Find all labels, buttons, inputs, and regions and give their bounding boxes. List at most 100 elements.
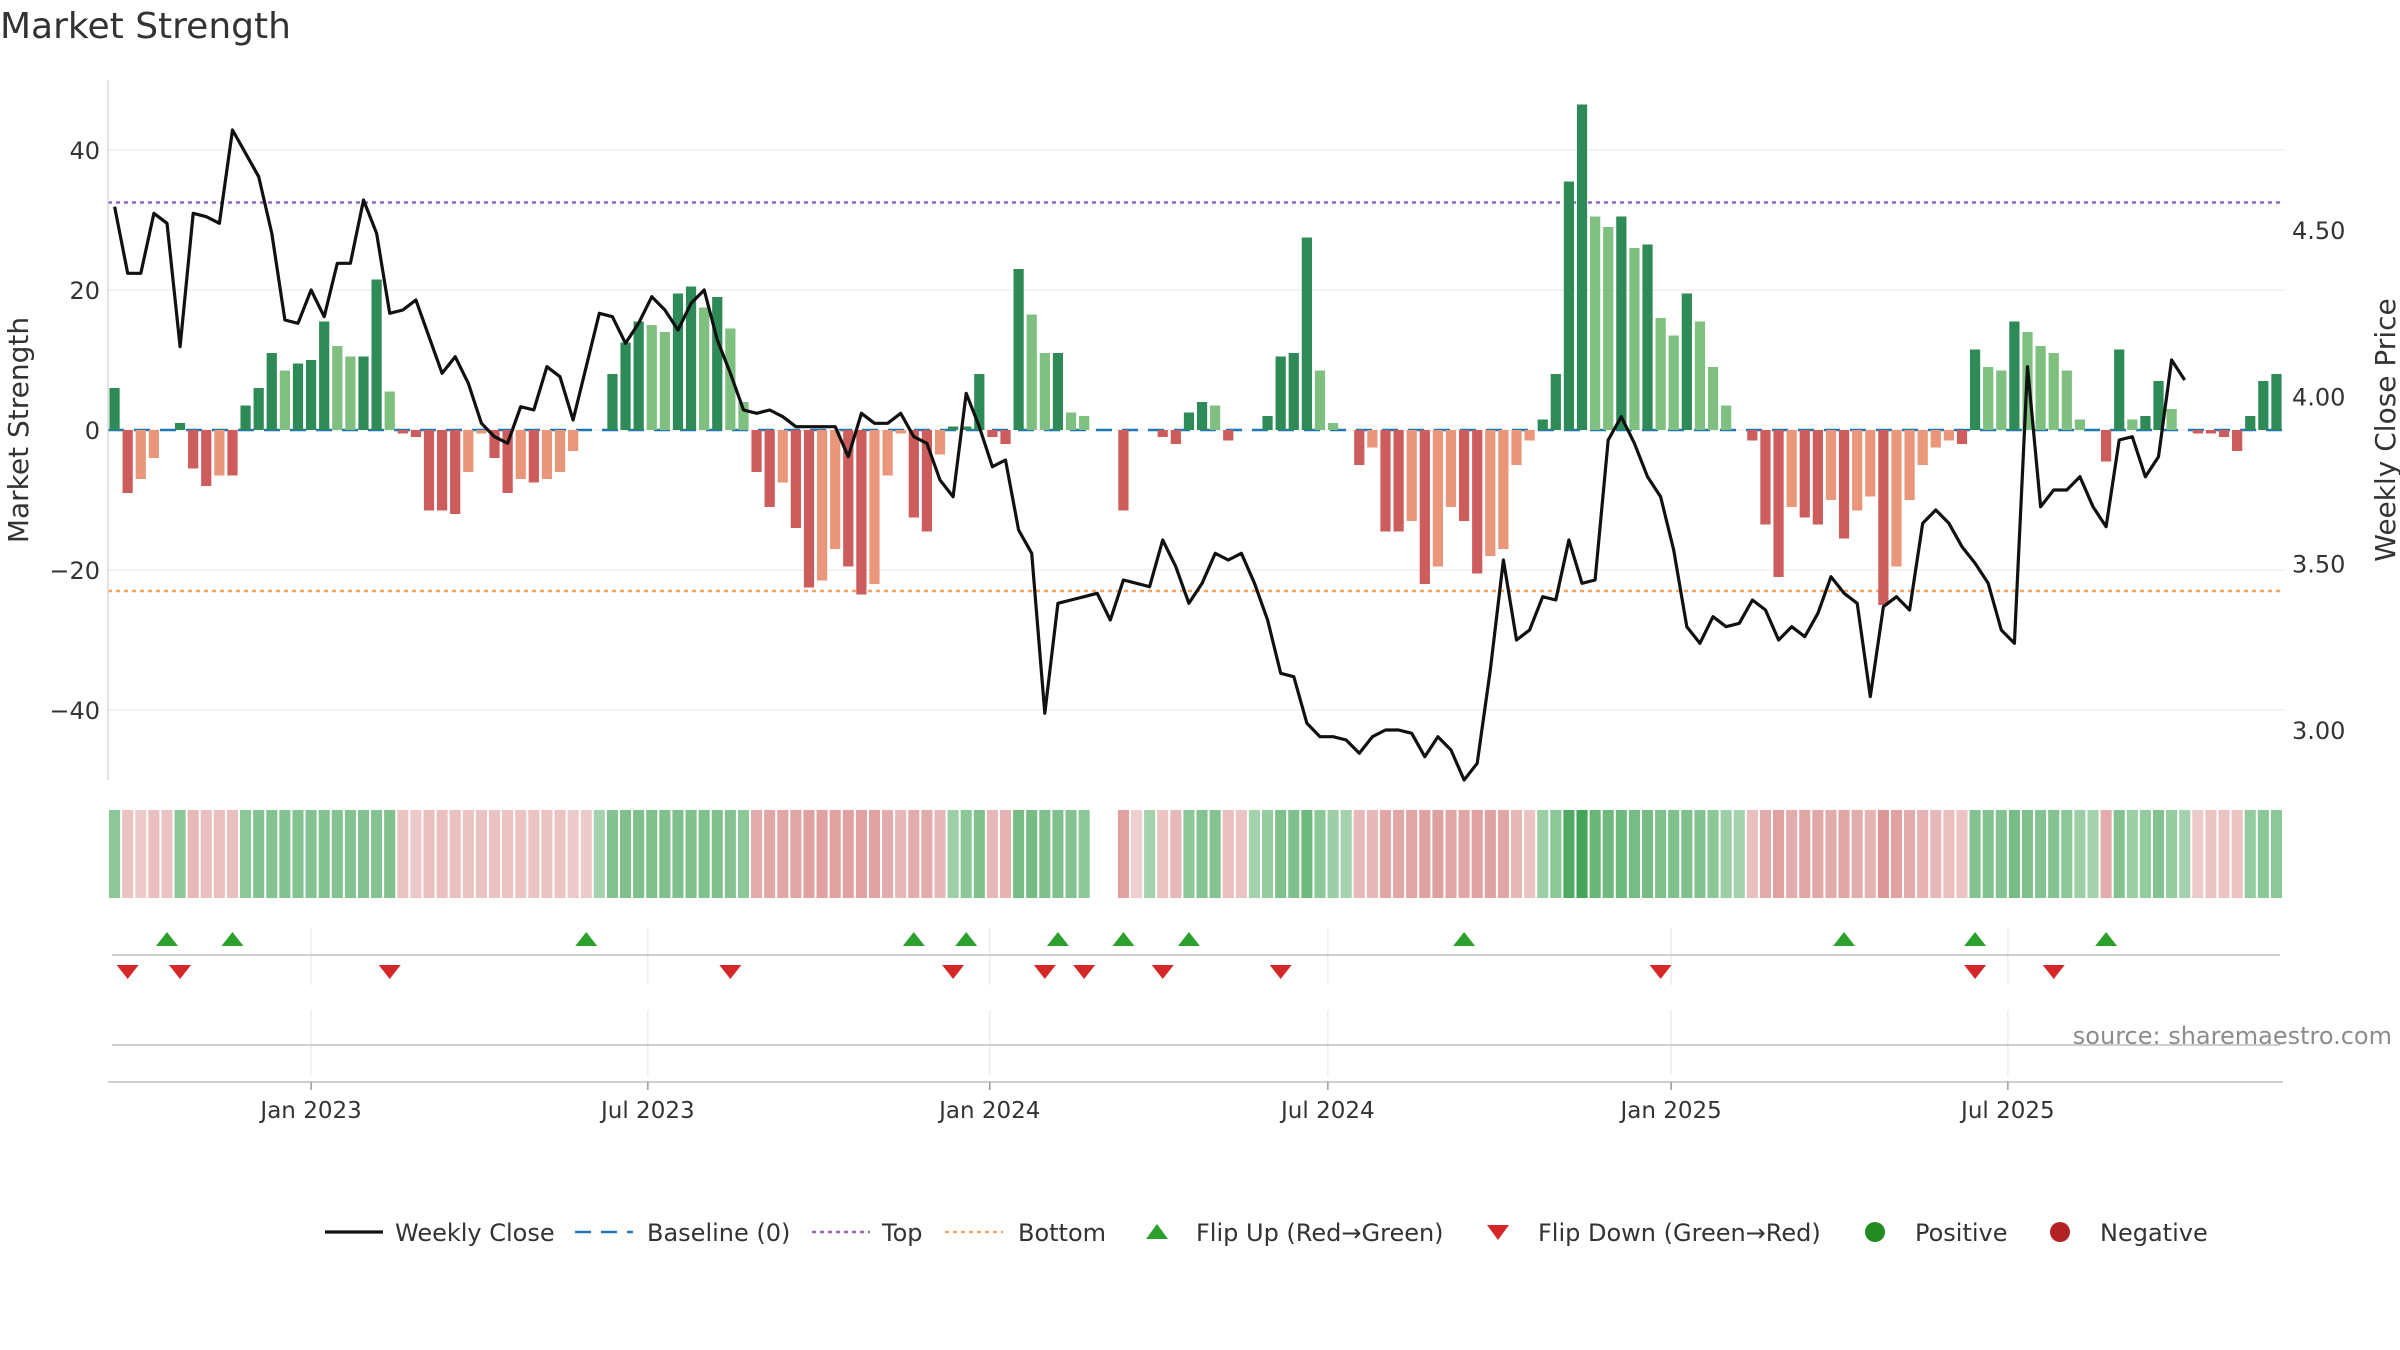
strength-bar bbox=[1537, 419, 1548, 430]
strip-cell bbox=[1943, 810, 1955, 898]
strip-cell bbox=[1799, 810, 1811, 898]
flip-down-marker bbox=[1033, 965, 1056, 979]
strength-bar bbox=[1865, 430, 1876, 497]
strip-cell bbox=[410, 810, 422, 898]
strength-bar bbox=[646, 325, 657, 430]
strength-bar bbox=[974, 374, 985, 430]
strip-cell bbox=[659, 810, 671, 898]
strength-bar bbox=[1275, 356, 1286, 430]
strength-bar bbox=[410, 430, 422, 437]
strip-cell bbox=[213, 810, 225, 898]
strip-cell bbox=[279, 810, 291, 898]
strength-bar bbox=[1707, 367, 1719, 430]
strip-cell bbox=[1327, 810, 1339, 898]
strength-bar bbox=[1026, 314, 1037, 430]
strip-cell bbox=[934, 810, 946, 898]
strength-bar bbox=[2153, 381, 2164, 430]
strip-cell bbox=[541, 810, 553, 898]
strip-cell bbox=[1406, 810, 1418, 898]
strength-bar bbox=[1524, 430, 1535, 441]
strength-bar bbox=[292, 363, 304, 430]
strength-bar bbox=[1996, 370, 2007, 430]
strip-cell bbox=[488, 810, 501, 898]
strip-cell bbox=[436, 810, 448, 898]
strength-bar bbox=[463, 430, 474, 472]
strip-cell bbox=[1851, 810, 1863, 898]
strength-bar bbox=[1616, 216, 1627, 430]
legend-item: Positive bbox=[1865, 1219, 2008, 1247]
left-tick-label: 20 bbox=[69, 277, 100, 305]
legend-item: Weekly Close bbox=[325, 1219, 555, 1247]
strip-cell bbox=[1379, 810, 1392, 898]
strength-bar bbox=[607, 374, 618, 430]
strength-bar bbox=[764, 430, 775, 507]
strip-cell bbox=[973, 810, 985, 898]
strip-cell bbox=[2152, 810, 2165, 898]
flip-down-marker bbox=[942, 965, 965, 979]
circle-icon bbox=[1865, 1222, 1885, 1242]
strength-bar bbox=[1629, 248, 1640, 430]
strength-bar bbox=[725, 328, 736, 430]
strip-cell bbox=[895, 810, 907, 898]
strip-cell bbox=[1707, 810, 1719, 898]
strip-cell bbox=[1524, 810, 1536, 898]
flip-up-marker bbox=[1453, 932, 1476, 946]
x-axis: Jan 2023 Jul 2023 Jan 2024 Jul 2024 Jan 2025… bbox=[108, 1044, 2283, 1124]
strip-cell bbox=[1130, 810, 1143, 898]
strength-bar bbox=[450, 430, 461, 514]
strength-bar bbox=[345, 356, 356, 430]
strength-bar bbox=[1878, 430, 1889, 605]
strip-cell bbox=[1497, 810, 1509, 898]
strength-bar bbox=[1668, 335, 1679, 430]
strength-bar bbox=[423, 430, 435, 511]
legend-item: Top bbox=[812, 1219, 923, 1247]
strip-cell bbox=[751, 810, 763, 898]
strip-cell bbox=[122, 810, 134, 898]
strip-cell bbox=[1419, 810, 1431, 898]
strip-cell bbox=[1039, 810, 1051, 898]
strength-bar bbox=[554, 430, 566, 472]
strip-cell bbox=[1471, 810, 1483, 898]
strength-bar bbox=[122, 430, 133, 493]
strip-cell bbox=[711, 810, 723, 898]
strength-bar bbox=[856, 430, 867, 595]
strip-cell bbox=[1759, 810, 1772, 898]
chart-title: Market Strength bbox=[0, 6, 291, 47]
strip-cell bbox=[1432, 810, 1444, 898]
strip-cell bbox=[2231, 810, 2243, 898]
strength-bar bbox=[1380, 430, 1391, 532]
strength-bar bbox=[1930, 430, 1941, 448]
strip-cell bbox=[1825, 810, 1837, 898]
left-tick-label: 40 bbox=[69, 137, 100, 165]
strip-cell bbox=[633, 810, 645, 898]
strip-cell bbox=[1890, 810, 1903, 898]
weekly-close-line bbox=[113, 128, 2187, 782]
strength-bar bbox=[489, 430, 500, 458]
strength-bar bbox=[1079, 416, 1090, 430]
strength-bar bbox=[1498, 430, 1509, 549]
strip-cell bbox=[1065, 810, 1077, 898]
circle-icon bbox=[2050, 1222, 2070, 1242]
strip-cell bbox=[999, 810, 1012, 898]
legend-label: Flip Down (Green→Red) bbox=[1538, 1219, 1821, 1247]
legend-label: Bottom bbox=[1018, 1219, 1106, 1247]
strength-bar bbox=[253, 388, 264, 430]
legend-label: Baseline (0) bbox=[647, 1219, 790, 1247]
right-tick-label: 3.50 bbox=[2292, 550, 2345, 578]
strength-bar bbox=[2061, 370, 2072, 430]
strength-bar bbox=[1825, 430, 1837, 500]
strength-bar bbox=[2127, 419, 2138, 430]
legend-label: Positive bbox=[1915, 1219, 2008, 1247]
strength-bar bbox=[1760, 430, 1771, 525]
strength-bar bbox=[1943, 430, 1954, 441]
strength-bar bbox=[1603, 227, 1614, 430]
strength-bar bbox=[1917, 430, 1928, 465]
strip-cell bbox=[1222, 810, 1234, 898]
strip-cell bbox=[1694, 810, 1706, 898]
strength-bar bbox=[790, 430, 801, 528]
strip-cell bbox=[2087, 810, 2099, 898]
flip-up-marker bbox=[902, 932, 925, 946]
left-tick-label: −20 bbox=[49, 557, 100, 585]
strip-cell bbox=[698, 810, 710, 898]
left-tick-label: −40 bbox=[49, 697, 100, 725]
